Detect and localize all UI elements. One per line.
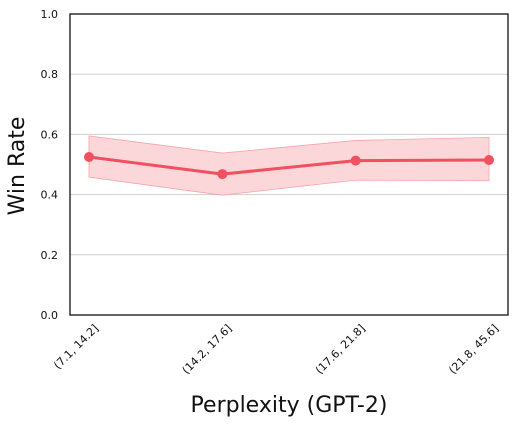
- confidence-band-area: [88, 135, 490, 196]
- data-point: [84, 151, 94, 162]
- x-tick-label: (21.8, 45.6]: [446, 322, 501, 377]
- x-tick-label: (14.2, 17.6]: [180, 322, 235, 377]
- series-line-path: [88, 155, 490, 176]
- data-point: [350, 155, 361, 166]
- plot-frame: [69, 13, 509, 316]
- y-tick-labels: 0.0 0.2 0.4 0.6 0.8 1.0: [41, 8, 59, 322]
- y-tick-label: 0.0: [41, 309, 59, 322]
- y-axis-label: Win Rate: [5, 117, 30, 216]
- y-tick-label: 0.2: [41, 249, 59, 262]
- data-point: [217, 169, 228, 180]
- data-point: [484, 154, 494, 165]
- confidence-band: [88, 135, 490, 196]
- y-tick-label: 1.0: [41, 8, 59, 21]
- series-line: [88, 155, 490, 176]
- y-tick-label: 0.8: [41, 68, 59, 81]
- x-axis-label: Perplexity (GPT-2): [191, 393, 388, 418]
- x-tick-label: (17.6, 21.8]: [313, 322, 368, 377]
- y-tick-label: 0.4: [41, 189, 59, 202]
- x-tick-labels: (7.1, 14.2] (14.2, 17.6] (17.6, 21.8] (21.8…: [51, 322, 501, 377]
- series-points: [84, 151, 494, 180]
- x-tick-label: (7.1, 14.2]: [51, 322, 101, 372]
- y-tick-label: 0.6: [41, 128, 59, 141]
